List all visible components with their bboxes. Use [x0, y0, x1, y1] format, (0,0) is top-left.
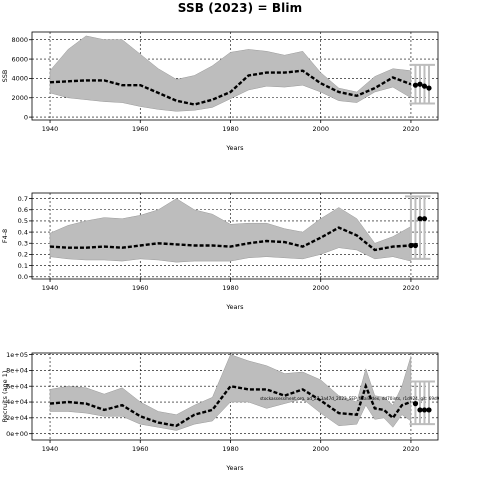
data-point [426, 85, 432, 91]
x-axis-label: Years [225, 144, 244, 152]
y-tick-label: 6000 [11, 55, 28, 63]
data-point [412, 242, 419, 249]
data-point [417, 407, 423, 413]
x-tick-label: 1940 [42, 284, 59, 292]
estimate-line [49, 382, 412, 428]
data-point [417, 216, 423, 222]
y-tick-label: 4e+04 [6, 398, 28, 406]
y-tick-label: 2e+04 [6, 414, 28, 422]
y-axis-label: SSB [1, 70, 9, 83]
data-point [421, 83, 428, 89]
axes-frame [31, 192, 439, 280]
data-point [426, 407, 432, 413]
confidence-band [49, 198, 412, 263]
y-tick-label: 0.1 [18, 262, 28, 270]
x-tick-label: 2020 [403, 125, 420, 133]
axes-frame [31, 352, 439, 441]
x-tick-label: 1960 [132, 125, 149, 133]
confidence-band [49, 354, 412, 431]
x-axis-label: Years [225, 464, 244, 472]
y-tick-label: 0.6 [18, 206, 28, 214]
x-axis-label: Years [225, 303, 244, 311]
y-tick-label: 2000 [11, 94, 28, 102]
x-tick-label: 2000 [312, 445, 329, 453]
data-point [417, 81, 423, 87]
data-point [412, 82, 419, 88]
y-tick-label: 0.0 [18, 273, 28, 281]
y-tick-label: 0 [24, 113, 28, 121]
data-point [421, 216, 428, 222]
y-tick-label: 0e+00 [6, 430, 28, 438]
x-tick-label: 2020 [403, 445, 420, 453]
y-tick-label: 0.3 [18, 239, 28, 247]
x-tick-label: 1980 [222, 445, 239, 453]
panel-3: 1940 1960 1980 2000 2020 0e+00 2e+04 4e+04 6e+04… [1, 351, 440, 472]
y-tick-label: 6e+04 [6, 382, 28, 390]
x-tick-label: 1960 [132, 445, 149, 453]
y-tick-label: 1e+05 [6, 351, 28, 359]
panel-1: 1940 1960 1980 2000 2020 0 2000 4000 6000 8000 Yea… [1, 31, 439, 152]
x-tick-label: 1940 [42, 125, 59, 133]
y-tick-label: 0.5 [18, 217, 28, 225]
y-tick-label: 0.4 [18, 228, 28, 236]
chart-title: SSB (2023) = Blim [177, 1, 303, 15]
y-tick-label: 0.7 [18, 195, 28, 203]
y-tick-label: 8e+04 [6, 367, 28, 375]
confidence-band [49, 35, 412, 112]
x-tick-label: 2020 [403, 284, 420, 292]
y-tick-label: 0.2 [18, 251, 28, 259]
x-tick-label: 1980 [222, 125, 239, 133]
data-point [421, 407, 428, 413]
panel-2: 1940 1960 1980 2000 2020 0.0 0.1 0.2 0.3 0.4 0.5 0.… [1, 192, 439, 311]
y-axis-label: F4-8 [1, 229, 9, 243]
y-tick-label: 4000 [11, 75, 28, 83]
y-tick-label: 8000 [11, 36, 28, 44]
x-tick-label: 1940 [42, 445, 59, 453]
source-annotation: stockassessment.org, ad_27.3a47d_2023_SE… [260, 396, 440, 401]
estimate-line [49, 226, 411, 252]
estimate-line [49, 69, 412, 106]
data-point [408, 242, 414, 249]
x-tick-label: 2000 [312, 284, 329, 292]
axes-frame [31, 31, 439, 121]
data-point [412, 401, 419, 407]
x-tick-label: 1960 [132, 284, 149, 292]
y-axis-label: Recruits (age 1) [1, 371, 9, 423]
x-tick-label: 2000 [312, 125, 329, 133]
x-tick-label: 1980 [222, 284, 239, 292]
